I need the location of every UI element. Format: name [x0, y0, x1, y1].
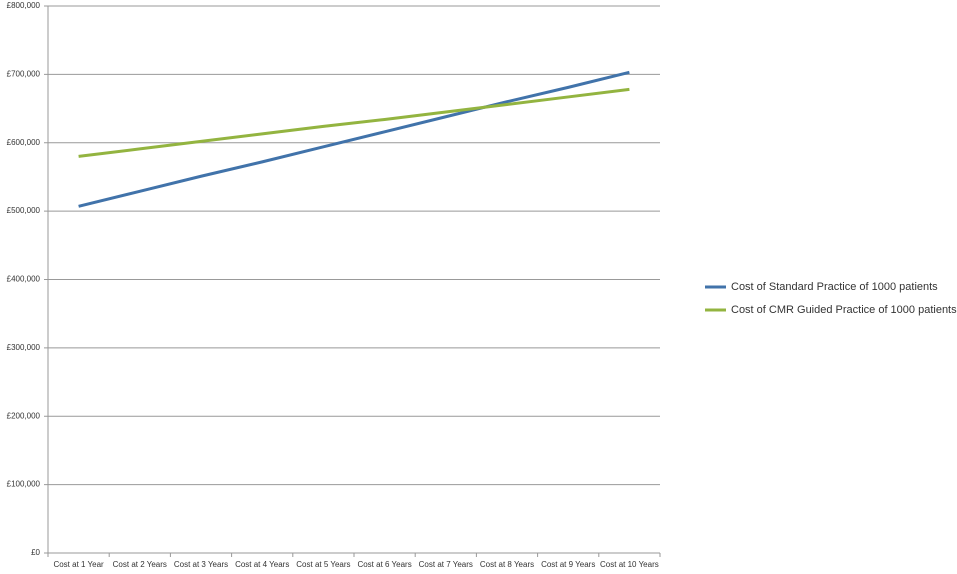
y-tick-label: £300,000: [7, 343, 41, 352]
x-tick-label: Cost at 5 Years: [296, 560, 350, 569]
x-tick-label: Cost at 9 Years: [541, 560, 595, 569]
series-line: [78, 70, 630, 208]
x-tick-label: Cost at 10 Years: [600, 560, 659, 569]
x-tick-label: Cost at 7 Years: [419, 560, 473, 569]
y-tick-label: £400,000: [7, 275, 41, 284]
y-tick-label: £200,000: [7, 411, 41, 420]
x-tick-label: Cost at 2 Years: [113, 560, 167, 569]
x-tick-label: Cost at 8 Years: [480, 560, 534, 569]
legend-label: Cost of CMR Guided Practice of 1000 pati…: [731, 304, 957, 316]
y-tick-label: £800,000: [7, 1, 41, 10]
x-tick-label: Cost at 1 Year: [53, 560, 104, 569]
x-tick-label: Cost at 3 Years: [174, 560, 228, 569]
y-tick-label: £0: [31, 548, 40, 557]
legend-label: Cost of Standard Practice of 1000 patien…: [731, 281, 938, 293]
y-tick-label: £100,000: [7, 480, 41, 489]
y-tick-label: £500,000: [7, 206, 41, 215]
y-tick-label: £700,000: [7, 69, 41, 78]
x-tick-label: Cost at 6 Years: [357, 560, 411, 569]
x-tick-label: Cost at 4 Years: [235, 560, 289, 569]
series-line: [78, 87, 630, 158]
y-tick-label: £600,000: [7, 138, 41, 147]
